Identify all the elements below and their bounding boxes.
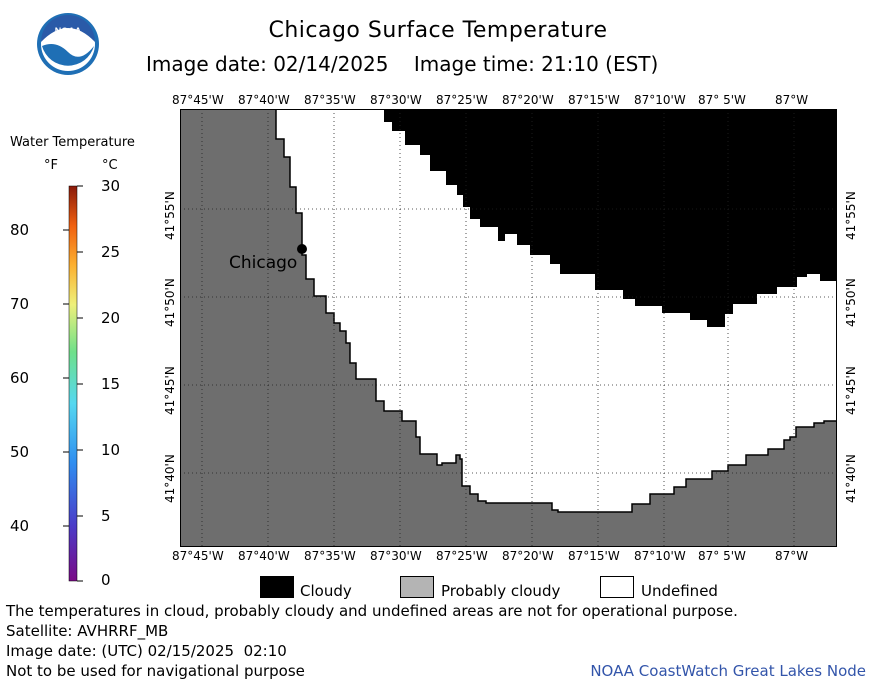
lat-label-left: 41°45'N: [163, 366, 177, 415]
lat-label-left: 41°50'N: [163, 278, 177, 327]
chicago-marker: [297, 244, 307, 254]
lon-label-top: 87°40'W: [238, 93, 290, 107]
lon-label-top: 87°25'W: [436, 93, 488, 107]
undefined-label: Undefined: [641, 582, 718, 600]
f-tick: 60: [10, 369, 30, 387]
c-tick: 15: [101, 375, 121, 393]
legend-title: Water Temperature: [10, 135, 135, 150]
f-tick: 70: [10, 295, 30, 313]
lon-label-top: 87°35'W: [304, 93, 356, 107]
utc-date: Image date: (UTC) 02/15/2025 02:10: [6, 642, 287, 660]
lon-label-bottom: 87°15'W: [568, 549, 620, 563]
undefined-swatch: [600, 576, 634, 598]
cloudy-swatch: [260, 576, 294, 598]
lat-label-left: 41°40'N: [163, 454, 177, 503]
lat-label-right: 41°45'N: [844, 366, 858, 415]
satellite-info: Satellite: AVHRRF_MB: [6, 622, 169, 640]
lon-label-bottom: 87°45'W: [172, 549, 224, 563]
coastline: [275, 109, 837, 513]
probably-cloudy-swatch: [400, 576, 434, 598]
temperature-map: [180, 109, 837, 547]
navigation-note: Not to be used for navigational purpose: [6, 662, 305, 680]
logo-text: NOAA: [55, 26, 82, 36]
lon-label-bottom: 87°25'W: [436, 549, 488, 563]
temperature-color-bar: [63, 185, 83, 582]
noaa-logo: NOAA: [37, 13, 99, 75]
operational-note: The temperatures in cloud, probably clou…: [6, 602, 738, 620]
lon-label-bottom: 87°10'W: [634, 549, 686, 563]
lon-label-top: 87°20'W: [502, 93, 554, 107]
cloudy-label: Cloudy: [300, 582, 352, 600]
lon-label-top: 87°10'W: [634, 93, 686, 107]
probably-cloudy-label: Probably cloudy: [441, 582, 561, 600]
lon-label-top: 87°30'W: [370, 93, 422, 107]
unit-fahrenheit: °F: [44, 158, 58, 173]
c-tick: 0: [101, 571, 111, 589]
lon-label-top: 87°45'W: [172, 93, 224, 107]
graticule: [180, 109, 837, 547]
cloudy-area: [384, 109, 837, 327]
image-date-time: Image date: 02/14/2025 Image time: 21:10…: [146, 52, 659, 76]
lat-label-left: 41°55'N: [163, 191, 177, 240]
chicago-label: Chicago: [229, 253, 298, 273]
lon-label-top: 87°15'W: [568, 93, 620, 107]
credit-text: NOAA CoastWatch Great Lakes Node: [590, 662, 866, 680]
c-tick: 30: [101, 177, 121, 195]
c-tick: 25: [101, 243, 121, 261]
lon-label-top: 87°W: [775, 93, 809, 107]
c-tick: 10: [101, 441, 121, 459]
unit-celsius: °C: [102, 158, 118, 173]
lat-label-right: 41°55'N: [844, 191, 858, 240]
f-tick: 80: [10, 221, 30, 239]
lon-label-bottom: 87°W: [775, 549, 809, 563]
f-tick: 40: [10, 517, 30, 535]
lon-label-bottom: 87°20'W: [502, 549, 554, 563]
lon-label-bottom: 87° 5'W: [698, 549, 746, 563]
lon-label-bottom: 87°30'W: [370, 549, 422, 563]
c-tick: 20: [101, 309, 121, 327]
lon-label-top: 87° 5'W: [698, 93, 746, 107]
map-frame: [180, 109, 837, 547]
f-tick: 50: [10, 443, 30, 461]
lat-label-right: 41°40'N: [844, 454, 858, 503]
page-title: Chicago Surface Temperature: [268, 18, 608, 43]
lon-label-bottom: 87°35'W: [304, 549, 356, 563]
land-area: [180, 109, 837, 547]
lat-label-right: 41°50'N: [844, 278, 858, 327]
lon-label-bottom: 87°40'W: [238, 549, 290, 563]
c-tick: 5: [101, 507, 111, 525]
